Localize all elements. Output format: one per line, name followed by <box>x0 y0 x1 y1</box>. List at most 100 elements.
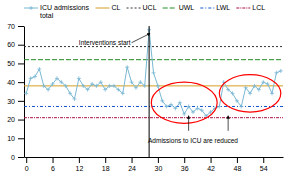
data-point <box>187 104 191 108</box>
data-point <box>226 88 230 92</box>
legend-label: LWL <box>216 4 230 11</box>
data-point <box>156 84 160 88</box>
legend-item: UWL <box>163 4 195 11</box>
control-line <box>24 117 283 118</box>
plot-area <box>24 26 283 157</box>
data-point <box>173 106 177 110</box>
data-point <box>46 88 50 92</box>
tick-mark <box>211 157 212 163</box>
annotation: Interventions start <box>79 39 131 46</box>
legend-item: ICU admissionstotal <box>24 4 90 19</box>
chart: 0 6 12 18 24 30 36 42 48 54 0 10 20 30 40 50 60 70 Interve… <box>0 0 291 173</box>
annotation-arrow <box>228 116 229 131</box>
data-point <box>59 80 63 84</box>
tick-mark <box>26 157 27 163</box>
data-point <box>112 84 116 88</box>
data-point <box>55 76 59 80</box>
tick-label: 10 <box>7 135 15 142</box>
data-point <box>42 84 46 88</box>
data-point <box>217 104 221 108</box>
data-point <box>134 86 138 90</box>
data-point <box>248 91 252 95</box>
tick: 6 <box>51 157 55 172</box>
legend-label: CL <box>112 4 121 11</box>
tick-label: 6 <box>51 165 55 172</box>
tick-label: 70 <box>7 23 15 30</box>
legend-swatch <box>200 8 214 9</box>
legend-item: UCL <box>127 4 157 11</box>
tick: 36 <box>181 157 189 172</box>
tick: 54 <box>260 157 268 172</box>
tick-mark <box>18 120 24 121</box>
data-point <box>24 91 28 95</box>
tick-label: 20 <box>7 116 15 123</box>
tick-label: 12 <box>75 165 83 172</box>
data-point <box>266 82 270 86</box>
data-point <box>37 67 41 71</box>
tick: 30 <box>154 157 162 172</box>
tick-mark <box>158 157 159 163</box>
legend-label: ICU admissionstotal <box>40 4 90 19</box>
tick-label: 0 <box>11 154 15 161</box>
legend-swatch <box>236 8 250 9</box>
tick-mark <box>18 101 24 102</box>
data-point <box>121 91 125 95</box>
legend-swatch <box>127 8 141 9</box>
tick-mark <box>18 82 24 83</box>
data-point <box>239 104 243 108</box>
data-point <box>64 84 68 88</box>
tick: 12 <box>75 157 83 172</box>
data-point <box>138 80 142 84</box>
legend-item: CL <box>96 4 121 11</box>
tick-label: 30 <box>7 98 15 105</box>
highlight-ellipse <box>219 75 280 112</box>
data-point <box>261 80 265 84</box>
data-point <box>103 88 107 92</box>
tick: 50 <box>7 60 24 67</box>
annotations: Interventions start Admissions to ICU are… <box>79 33 238 144</box>
tick: 70 <box>7 23 24 30</box>
tick: 60 <box>7 41 24 48</box>
data-point <box>90 82 94 86</box>
tick-mark <box>184 157 185 163</box>
tick-label: 60 <box>7 41 15 48</box>
tick-label: 48 <box>234 165 242 172</box>
tick-mark <box>18 157 24 158</box>
data-point <box>244 86 248 90</box>
data-point <box>125 65 129 69</box>
tick-label: 42 <box>207 165 215 172</box>
legend-label: LCL <box>252 4 265 11</box>
annotation: Admissions to ICU are reduced <box>148 137 238 144</box>
data-point <box>29 76 33 80</box>
data-point <box>68 91 72 95</box>
tick-mark <box>18 63 24 64</box>
data-point <box>200 108 204 112</box>
x-axis: 0 6 12 18 24 30 36 42 48 54 <box>25 157 284 172</box>
control-line <box>24 46 283 47</box>
control-line <box>24 59 283 60</box>
data-point <box>130 80 134 84</box>
tick-label: 24 <box>128 165 136 172</box>
highlight-ellipse <box>151 82 217 123</box>
legend-swatch <box>96 8 110 9</box>
tick-mark <box>18 138 24 139</box>
annotation-arrow <box>132 33 150 42</box>
data-point <box>235 99 239 103</box>
data-point <box>33 75 37 79</box>
tick-label: 0 <box>25 165 29 172</box>
legend-swatch <box>163 8 177 9</box>
data-point <box>116 88 120 92</box>
data-point <box>274 71 278 75</box>
tick: 0 <box>25 157 29 172</box>
tick: 30 <box>7 98 24 105</box>
tick: 40 <box>7 79 24 86</box>
tick-label: 18 <box>102 165 110 172</box>
data-point <box>108 84 112 88</box>
legend-marker <box>29 6 33 10</box>
data-point <box>81 84 85 88</box>
data-point <box>86 88 90 92</box>
data-point <box>279 69 283 73</box>
tick-mark <box>53 157 54 163</box>
data-point <box>257 88 261 92</box>
data-point <box>169 103 173 107</box>
